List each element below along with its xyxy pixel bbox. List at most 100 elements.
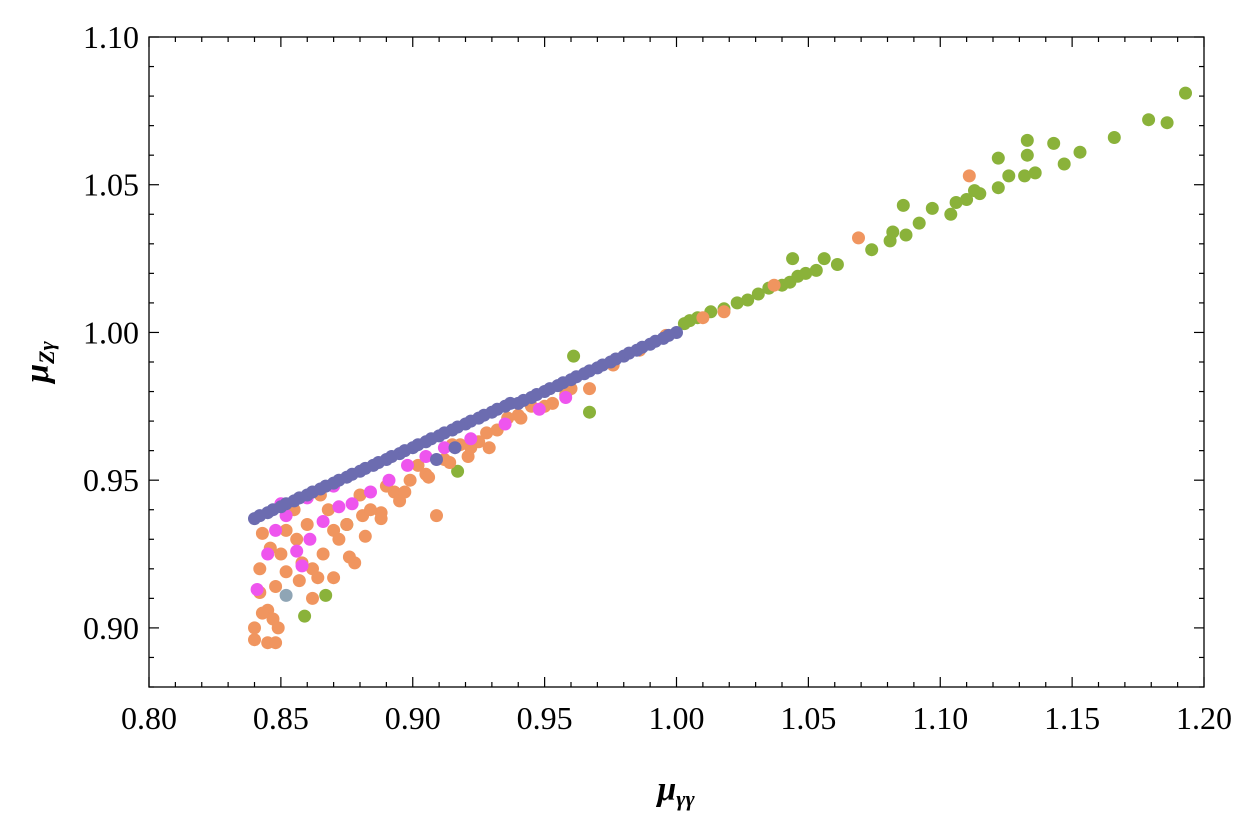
scatter-point bbox=[430, 509, 443, 523]
scatter-point bbox=[437, 441, 451, 455]
scatter-point bbox=[321, 503, 335, 517]
scatter-point bbox=[532, 402, 546, 416]
scatter-point bbox=[290, 532, 304, 546]
scatter-point bbox=[696, 311, 710, 325]
y-tick-labels: 0.90 0.95 1.00 1.05 1.10 bbox=[83, 19, 139, 646]
scatter-point bbox=[403, 473, 417, 487]
scatter-point bbox=[248, 633, 261, 647]
scatter-point bbox=[786, 252, 800, 266]
scatter-point bbox=[1047, 136, 1061, 150]
scatter-point bbox=[279, 497, 293, 511]
scatter-point bbox=[290, 544, 304, 558]
x-tick-labels: 0.80 0.85 0.90 0.95 1.00 1.05 1.10 1.15 1.20 bbox=[121, 700, 1232, 736]
scatter-point bbox=[1020, 148, 1034, 162]
scatter-point bbox=[498, 417, 512, 431]
scatter-point bbox=[1179, 86, 1192, 100]
scatter-point bbox=[398, 485, 412, 499]
y-tick-label: 0.90 bbox=[83, 610, 139, 646]
scatter-point bbox=[253, 562, 267, 576]
scatter-point bbox=[255, 606, 269, 620]
scatter-point bbox=[332, 473, 346, 487]
scatter-point bbox=[635, 340, 649, 354]
scatter-point bbox=[482, 441, 496, 455]
y-tick-label: 1.10 bbox=[83, 19, 139, 55]
scatter-point bbox=[411, 438, 425, 452]
scatter-point bbox=[332, 500, 346, 514]
scatter-point bbox=[852, 231, 865, 245]
y-tick-label: 1.05 bbox=[83, 167, 139, 203]
scatter-point bbox=[944, 207, 958, 221]
scatter-point bbox=[422, 470, 436, 484]
scatter-point bbox=[316, 515, 330, 528]
scatter-point bbox=[490, 402, 504, 416]
scatter-point bbox=[345, 497, 359, 511]
scatter-point bbox=[662, 328, 676, 342]
scatter-point bbox=[374, 512, 388, 526]
scatter-point bbox=[751, 287, 765, 301]
scatter-point bbox=[327, 571, 341, 585]
scatter-point bbox=[306, 591, 319, 605]
scatter-point bbox=[248, 621, 261, 635]
scatter-point bbox=[809, 263, 823, 277]
scatter-point bbox=[1018, 169, 1032, 183]
scatter-point bbox=[514, 411, 528, 425]
scatter-point bbox=[648, 334, 662, 348]
scatter-point bbox=[567, 349, 581, 363]
scatter-point bbox=[279, 588, 293, 602]
scatter-point bbox=[261, 547, 275, 561]
scatter-point bbox=[358, 461, 372, 475]
scatter-point bbox=[830, 258, 844, 271]
scatter-point bbox=[266, 503, 280, 517]
scatter-point bbox=[364, 503, 377, 517]
scatter-point bbox=[448, 441, 462, 455]
scatter-point bbox=[411, 458, 425, 472]
scatter-point bbox=[364, 485, 377, 499]
scatter-point bbox=[899, 228, 913, 242]
scatter-point bbox=[340, 518, 354, 531]
axis-ticks bbox=[148, 36, 1205, 688]
x-tick-label: 0.90 bbox=[385, 700, 441, 736]
scatter-point bbox=[949, 196, 963, 209]
scatter-point bbox=[319, 479, 333, 493]
scatter-point bbox=[353, 488, 367, 502]
scatter-point bbox=[556, 376, 570, 390]
scatter-point bbox=[622, 346, 636, 360]
scatter-point bbox=[255, 526, 269, 540]
scatter-point bbox=[960, 193, 974, 206]
scatter-point bbox=[1020, 133, 1034, 147]
scatter-point bbox=[767, 278, 781, 292]
scatter-point bbox=[372, 456, 385, 469]
scatter-point bbox=[583, 382, 596, 396]
scatter-point bbox=[1028, 166, 1042, 180]
scatter-point bbox=[250, 583, 264, 596]
scatter-point bbox=[583, 405, 596, 419]
scatter-point bbox=[342, 550, 356, 564]
scatter-point bbox=[303, 532, 317, 546]
scatter-point bbox=[271, 621, 285, 635]
scatter-point bbox=[559, 391, 573, 404]
scatter-point bbox=[424, 432, 438, 446]
scatter-point bbox=[306, 485, 319, 499]
x-tick-label: 1.20 bbox=[1176, 700, 1232, 736]
scatter-point bbox=[385, 450, 399, 463]
scatter-point bbox=[596, 358, 610, 372]
scatter-point bbox=[1142, 113, 1156, 127]
scatter-point bbox=[1002, 169, 1016, 183]
scatter-point bbox=[1057, 157, 1071, 171]
scatter-point bbox=[298, 609, 312, 623]
scatter-point bbox=[968, 184, 981, 198]
plot-frame bbox=[148, 36, 1205, 688]
x-tick-label: 1.15 bbox=[1044, 700, 1100, 736]
scatter-point bbox=[292, 574, 306, 588]
scatter-point bbox=[398, 444, 412, 458]
scatter-point bbox=[279, 565, 293, 579]
scatter-point bbox=[1073, 145, 1087, 159]
scatter-point bbox=[477, 408, 491, 422]
scatter-point bbox=[451, 464, 465, 478]
scatter-point bbox=[419, 450, 433, 463]
scatter-point bbox=[269, 523, 283, 537]
scatter-point bbox=[883, 234, 897, 248]
scatter-point bbox=[912, 216, 926, 230]
scatter-point bbox=[316, 547, 330, 561]
